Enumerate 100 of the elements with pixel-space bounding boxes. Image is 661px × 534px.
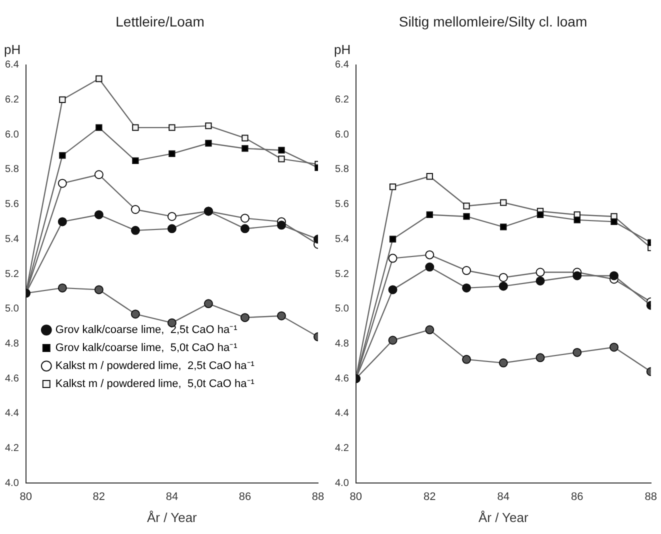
point [240,214,250,223]
point [205,122,212,130]
x-axis-title: År / Year [147,510,198,525]
point [536,276,545,286]
point [132,124,139,131]
x-tick-label: 82 [424,490,436,503]
y-tick-label: 4.8 [4,338,20,350]
point [168,124,176,131]
y-axis-title: pH [4,42,21,57]
point [278,146,285,154]
point [167,212,176,221]
y-tick-label: 4.2 [4,443,20,454]
y-tick-label: 5.2 [4,268,20,280]
point [500,224,507,230]
point [498,358,508,368]
y-tick-label: 5.0 [334,304,350,315]
point [388,254,398,263]
point [58,178,67,188]
point [130,226,140,235]
x-tick-label: 80 [350,490,362,503]
point [205,140,212,147]
point [425,262,434,272]
point [610,218,618,226]
point [204,299,213,308]
point [500,199,507,206]
x-tick-label: 88 [312,490,324,503]
x-tick-label: 86 [238,490,252,503]
point [425,325,434,334]
point [463,202,470,210]
y-tick-label: 5.0 [4,304,20,315]
y-tick-label: 6.2 [4,94,20,106]
point [240,224,250,234]
x-tick-label: 84 [166,490,178,503]
y-tick-label: 6.2 [334,94,350,106]
point [58,217,67,226]
y-tick-label: 4.0 [4,478,20,489]
point [462,283,472,292]
point [130,310,140,319]
y-tick-label: 4.6 [334,373,350,384]
y-tick-label: 5.6 [334,199,350,210]
y-tick-label: 6.4 [4,60,20,71]
point [426,173,433,180]
point [389,236,396,242]
x-tick-label: 88 [644,490,658,503]
point [572,348,582,357]
point [388,285,398,294]
legend-label: Kalkst m / powdered lime, 5,0t CaO ha⁻¹ [55,378,255,390]
x-tick-label: 80 [20,490,32,503]
x-tick-label: 86 [571,490,584,503]
point [59,152,66,159]
x-tick-label: 84 [497,490,510,503]
point [388,336,398,345]
point [94,170,104,180]
point [462,354,472,364]
y-tick-label: 4.0 [334,478,350,489]
y-tick-label: 4.4 [4,408,20,420]
point [242,134,248,142]
y-tick-label: 6.0 [334,129,350,140]
legend-label: Kalkst m / powdered lime, 2,5t CaO ha⁻¹ [55,360,255,372]
point [94,285,104,294]
y-tick-label: 5.4 [4,234,20,245]
y-axis-title: pH [334,42,351,57]
y-tick-label: 5.8 [334,164,350,176]
point [572,271,582,280]
point [276,220,286,230]
y-tick-label: 5.8 [4,164,20,176]
point [425,250,434,260]
legend-label: Grov kalk/coarse lime, 5,0t CaO ha⁻¹ [55,342,238,354]
point [536,211,544,218]
point [242,145,248,152]
point [132,157,139,164]
point [536,353,545,362]
point [278,156,285,162]
point [94,210,104,220]
point [167,224,176,234]
y-tick-label: 4.6 [4,373,20,384]
point [96,75,102,82]
point [130,204,140,214]
y-tick-label: 5.2 [334,268,350,280]
y-tick-label: 4.8 [334,338,350,350]
chart-title: Siltig mellomleire/Silty cl. loam [398,13,588,30]
y-tick-label: 4.2 [334,443,350,454]
point [240,313,250,322]
y-tick-label: 5.6 [4,199,20,210]
point [59,96,66,103]
y-tick-label: 6.4 [334,60,350,71]
point [58,283,67,292]
point [536,268,545,277]
point [463,213,470,220]
point [610,342,619,352]
y-tick-label: 6.0 [4,129,20,140]
point [426,211,433,218]
x-tick-label: 82 [92,490,106,503]
point [498,272,508,282]
point [610,271,619,280]
point [276,311,286,320]
point [462,266,472,276]
point [574,216,580,224]
point [498,282,508,291]
y-tick-label: 5.4 [334,234,350,245]
